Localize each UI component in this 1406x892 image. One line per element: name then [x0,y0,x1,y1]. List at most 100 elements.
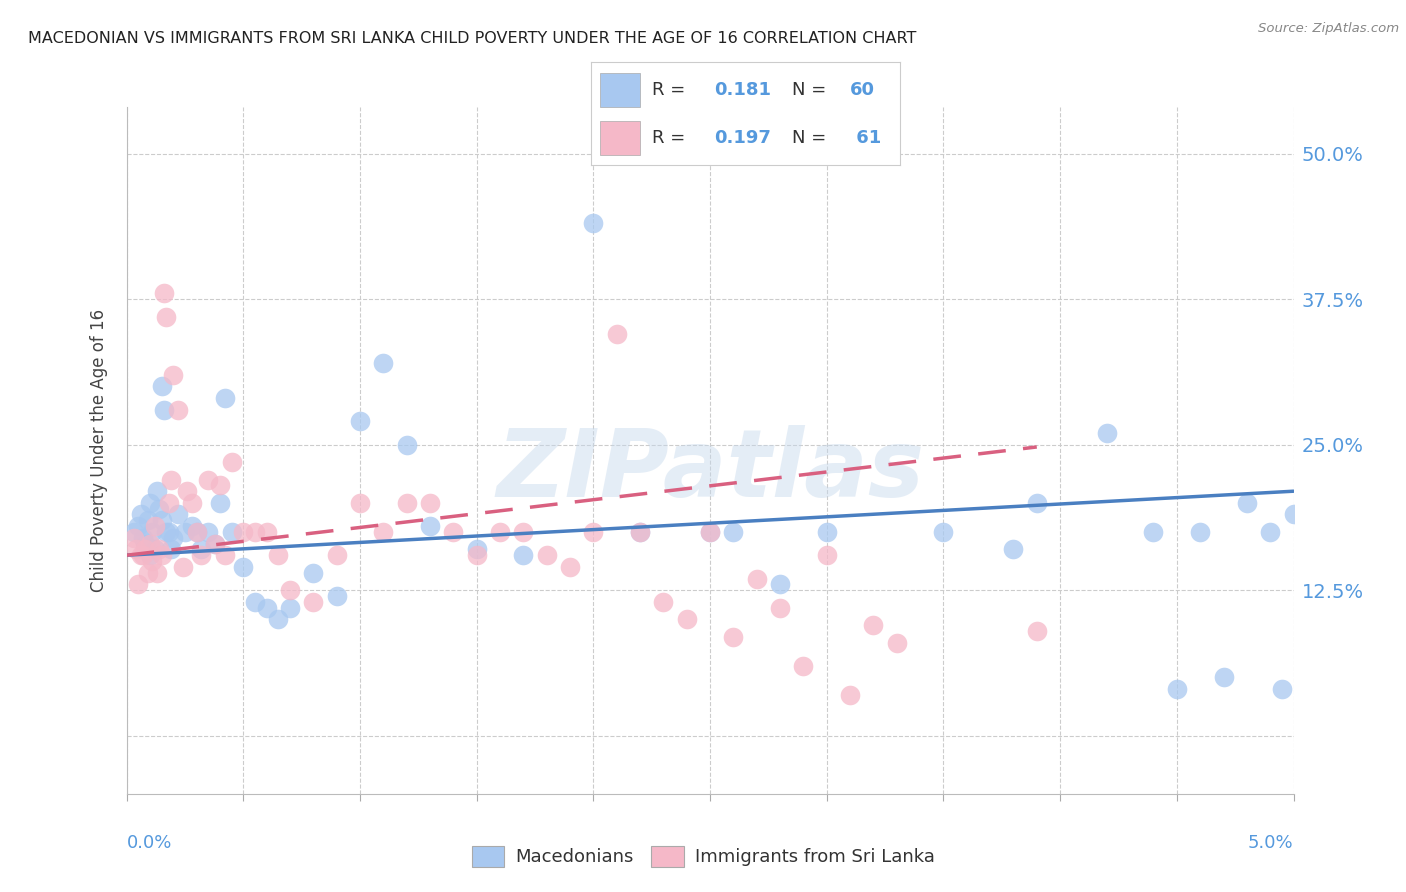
Point [325,589,347,603]
Y-axis label: Child Poverty Under the Age of 16: Child Poverty Under the Age of 16 [90,309,108,592]
Text: 0.181: 0.181 [714,80,772,99]
Point [197,473,219,487]
Point [132,531,155,545]
Point [839,688,862,702]
Point [172,560,194,574]
Point [143,519,166,533]
Point [139,536,162,550]
Point [134,542,156,557]
Point [441,524,464,539]
Text: N =: N = [792,80,831,99]
Point [157,524,180,539]
Point [373,356,395,370]
Text: ZIPatlas: ZIPatlas [496,425,924,517]
Point [278,583,301,598]
Point [136,566,159,580]
Point [1271,682,1294,697]
Point [489,524,512,539]
Point [302,566,325,580]
Point [1189,524,1212,539]
Point [136,513,159,527]
Point [155,310,177,324]
Point [150,513,173,527]
Point [302,595,325,609]
Point [1095,425,1118,440]
Text: 5.0%: 5.0% [1249,834,1294,852]
Text: 0.197: 0.197 [714,128,770,147]
Point [349,414,371,428]
Point [606,326,628,341]
Point [395,496,418,510]
Point [139,496,162,510]
Point [267,612,290,626]
Point [143,542,166,557]
Point [204,536,226,550]
Point [122,531,145,545]
Bar [600,121,640,155]
Point [675,612,697,626]
Point [129,548,152,562]
Point [267,548,290,562]
Point [125,542,148,557]
Point [160,473,183,487]
Bar [600,73,640,106]
Point [150,379,173,393]
Point [628,524,651,539]
Point [769,600,792,615]
Point [349,496,371,510]
Point [1025,496,1047,510]
Text: R =: R = [652,128,692,147]
Point [157,496,180,510]
Point [699,524,721,539]
Point [278,600,301,615]
Point [373,524,395,539]
Point [214,391,236,405]
Point [1002,542,1025,557]
Point [1258,524,1281,539]
Point [723,630,745,644]
Point [190,542,212,557]
Point [208,496,231,510]
Point [699,524,721,539]
Point [1166,682,1188,697]
Point [745,572,768,586]
Point [536,548,558,562]
Point [792,658,814,673]
Point [167,508,190,522]
Point [176,484,198,499]
Point [256,600,278,615]
Point [139,548,162,562]
Point [174,524,197,539]
Point [127,577,149,591]
Point [221,524,243,539]
Point [160,542,183,557]
Point [132,548,155,562]
Point [862,618,884,632]
Point [1142,524,1164,539]
Point [208,478,231,492]
Point [769,577,792,591]
Point [419,519,441,533]
Point [180,496,202,510]
Point [122,524,145,539]
Point [256,524,278,539]
Point [146,484,169,499]
Point [723,524,745,539]
Point [243,524,266,539]
Point [153,402,176,417]
Point [325,548,347,562]
Point [815,524,838,539]
Point [162,368,184,382]
Point [214,548,236,562]
Text: MACEDONIAN VS IMMIGRANTS FROM SRI LANKA CHILD POVERTY UNDER THE AGE OF 16 CORREL: MACEDONIAN VS IMMIGRANTS FROM SRI LANKA … [28,31,917,46]
Point [243,595,266,609]
Point [886,635,908,649]
Point [141,524,163,539]
Text: 60: 60 [851,80,876,99]
Point [146,566,169,580]
Point [628,524,651,539]
Point [1025,624,1047,638]
Point [134,536,156,550]
Point [558,560,581,574]
Point [162,531,184,545]
